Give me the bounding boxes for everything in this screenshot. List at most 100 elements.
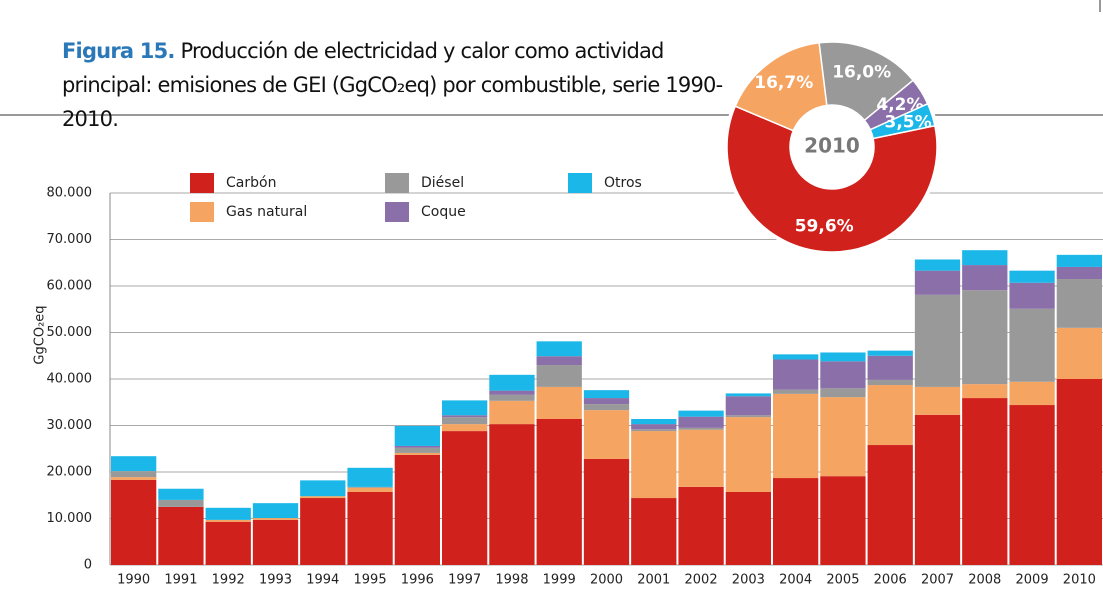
- bar-segment: [111, 477, 157, 480]
- legend-swatch: [385, 173, 409, 193]
- x-tick-label: 1994: [306, 573, 339, 588]
- x-tick-label: 1993: [259, 573, 292, 588]
- x-tick-label: 2004: [779, 573, 812, 588]
- x-tick-label: 1995: [354, 573, 387, 588]
- bar-segment: [1056, 327, 1102, 379]
- legend-label: Gas natural: [226, 204, 307, 220]
- bar-segment: [1056, 279, 1102, 328]
- chart-title: Producción de electricidad y calor como …: [62, 39, 723, 131]
- pie-label: 3,5%: [885, 112, 932, 132]
- pie-slice: [869, 102, 936, 140]
- bar-segment: [820, 352, 866, 362]
- bar-segment: [252, 503, 299, 519]
- bar-segment: [158, 506, 204, 565]
- legend-label: Otros: [604, 175, 642, 191]
- bar-segment: [158, 488, 204, 500]
- y-tick-label: 30.000: [47, 418, 93, 433]
- legend-label: Diésel: [421, 175, 464, 191]
- bar-segment: [442, 424, 488, 432]
- legend-label: Coque: [421, 204, 466, 220]
- bar-segment: [252, 518, 299, 520]
- bar-segment: [442, 415, 488, 418]
- bar-segment: [914, 386, 961, 415]
- bar-segment: [536, 356, 582, 366]
- bar-segment: [631, 418, 677, 425]
- bar-segment: [394, 452, 440, 455]
- bar-segment: [489, 374, 535, 391]
- x-tick-label: 2005: [826, 573, 859, 588]
- y-tick-label: 70.000: [47, 232, 93, 247]
- x-tick-label: 1990: [117, 573, 150, 588]
- figure-label: Figura 15.: [62, 39, 175, 63]
- bar-segment: [111, 456, 157, 472]
- bar-segment: [725, 491, 771, 565]
- bar-segment: [678, 486, 724, 565]
- bar-segment: [725, 396, 771, 416]
- bar-segment: [962, 384, 1008, 399]
- bar-segment: [205, 519, 251, 522]
- bar-segment: [631, 498, 677, 565]
- bar-segment: [394, 454, 440, 565]
- legend-swatch: [190, 173, 214, 193]
- bar-segment: [725, 417, 771, 492]
- bar-segment: [252, 519, 299, 565]
- bar-segment: [820, 361, 866, 389]
- legend-swatch: [568, 173, 592, 193]
- bar-segment: [867, 350, 913, 356]
- x-tick-label: 2010: [1063, 573, 1096, 588]
- bar-segment: [536, 418, 582, 565]
- bar-segment: [1056, 254, 1102, 267]
- bar-segment: [962, 265, 1008, 291]
- bar-segment: [347, 467, 393, 487]
- bar-segment: [914, 294, 961, 387]
- bar-segment: [158, 499, 204, 507]
- bar-segment: [489, 400, 535, 425]
- bar-segment: [300, 498, 346, 565]
- pie-slice: [818, 41, 915, 122]
- bar-segment: [1056, 266, 1102, 280]
- x-tick-label: 2001: [637, 573, 670, 588]
- bar-segment: [773, 478, 819, 565]
- bar-segment: [394, 447, 440, 453]
- y-tick-label: 60.000: [47, 279, 93, 294]
- bar-segment: [725, 415, 771, 418]
- bar-segment: [111, 479, 157, 565]
- bar-segment: [1009, 381, 1055, 406]
- bar-segment: [773, 354, 819, 360]
- bar-segment: [583, 390, 630, 399]
- x-tick-label: 1992: [212, 573, 245, 588]
- y-tick-label: 40.000: [47, 372, 93, 387]
- bar-segment: [489, 394, 535, 401]
- bar-segment: [631, 429, 677, 432]
- bar-segment: [773, 359, 819, 390]
- bar-segment: [583, 398, 630, 405]
- bar-segment: [678, 410, 724, 417]
- bar-segment: [867, 385, 913, 446]
- bar-segment: [914, 270, 961, 295]
- bar-segment: [631, 431, 677, 499]
- bar-segment: [773, 389, 819, 394]
- bar-segment: [1009, 308, 1055, 382]
- pie-label: 59,6%: [795, 217, 854, 237]
- bar-segment: [962, 398, 1008, 565]
- bar-segment: [678, 416, 724, 428]
- bar-segment: [867, 355, 913, 380]
- bar-segment: [867, 445, 913, 565]
- bar-segment: [583, 410, 630, 459]
- bar-segment: [111, 471, 157, 478]
- bar-segment: [1056, 379, 1102, 565]
- bar-segment: [820, 397, 866, 477]
- bar-segment: [583, 458, 630, 565]
- pie-label: 16,7%: [754, 73, 813, 93]
- x-tick-label: 2007: [921, 573, 954, 588]
- bar-segment: [820, 476, 866, 565]
- legend-swatch: [190, 202, 214, 222]
- bar-segment: [1009, 405, 1055, 565]
- bar-segment: [820, 388, 866, 398]
- x-tick-label: 2002: [685, 573, 718, 588]
- bar-segment: [914, 414, 961, 565]
- bar-segment: [300, 480, 346, 497]
- pie-label: 4,2%: [876, 95, 923, 115]
- bar-segment: [300, 496, 346, 499]
